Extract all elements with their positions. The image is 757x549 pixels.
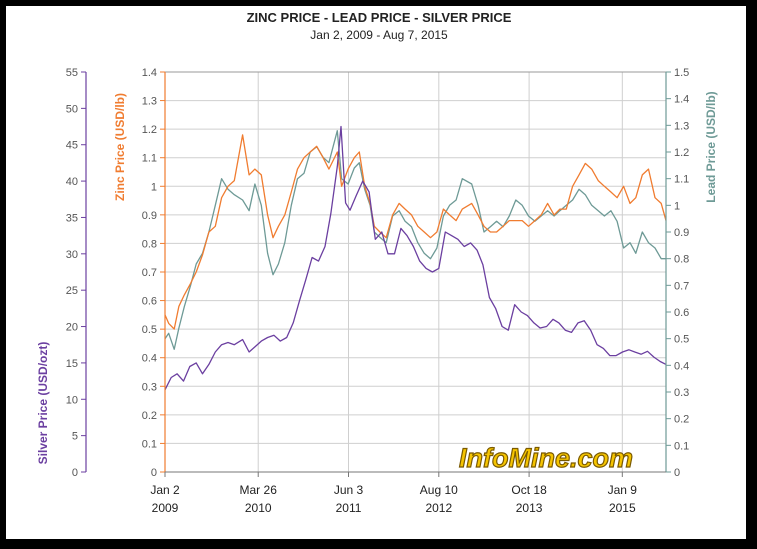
lead-tick-label: 1.2 — [674, 147, 689, 159]
x-tick-year: 2013 — [516, 501, 543, 515]
zinc-tick-label: 1.1 — [142, 153, 157, 165]
silver-tick-label: 45 — [66, 140, 78, 152]
silver-tick-label: 5 — [72, 431, 78, 443]
chart-frame: ZINC PRICE - LEAD PRICE - SILVER PRICE J… — [6, 6, 746, 539]
zinc-tick-label: 1.2 — [142, 124, 157, 136]
zinc-tick-label: 0.2 — [142, 410, 157, 422]
zinc-tick-label: 0.9 — [142, 210, 157, 222]
chart-title: ZINC PRICE - LEAD PRICE - SILVER PRICE — [247, 10, 512, 25]
silver-axis: 0 5 10 15 20 25 30 35 40 45 50 55 — [66, 67, 87, 479]
zinc-tick-label: 0.1 — [142, 438, 157, 450]
infomine-watermark: InfoMine.com — [459, 443, 633, 473]
lead-tick-label: 0.8 — [674, 254, 689, 266]
lead-tick-label: 1.3 — [674, 120, 689, 132]
lead-tick-label: 0.4 — [674, 360, 689, 372]
x-tick-year: 2011 — [336, 501, 362, 515]
lead-tick-label: 0.5 — [674, 334, 689, 346]
zinc-tick-label: 1.3 — [142, 96, 157, 108]
silver-tick-label: 20 — [66, 322, 78, 334]
lead-tick-label: 0.9 — [674, 227, 689, 239]
zinc-tick-label: 0 — [151, 467, 157, 479]
zinc-tick-label: 0.3 — [142, 381, 157, 393]
zinc-tick-label: 0.8 — [142, 238, 157, 250]
x-tick-label: Jun 3 — [334, 483, 364, 497]
x-tick-year: 2012 — [425, 501, 452, 515]
zinc-price-line — [164, 134, 667, 330]
lead-tick-label: 0.1 — [674, 440, 689, 452]
x-axis: Jan 2 2009 Mar 26 2010 Jun 3 2011 Aug 10 2012 Oc… — [150, 471, 666, 515]
chart-subtitle: Jan 2, 2009 - Aug 7, 2015 — [310, 28, 448, 42]
silver-tick-label: 55 — [66, 67, 78, 79]
silver-axis-label: Silver Price (USD/ozt) — [36, 342, 50, 465]
zinc-tick-label: 0.6 — [142, 296, 157, 308]
x-tick-label: Jan 9 — [608, 483, 638, 497]
x-tick-label: Jan 2 — [150, 483, 180, 497]
lead-price-line — [164, 130, 666, 350]
zinc-tick-label: 0.7 — [142, 267, 157, 279]
x-tick-label: Aug 10 — [420, 483, 458, 497]
grid-lines — [164, 71, 666, 473]
silver-tick-label: 40 — [66, 176, 78, 188]
zinc-axis-label: Zinc Price (USD/lb) — [113, 93, 127, 201]
silver-price-line — [164, 125, 667, 391]
x-tick-year: 2015 — [609, 501, 636, 515]
lead-tick-label: 0 — [674, 467, 680, 479]
x-tick-year: 2010 — [245, 501, 272, 515]
lead-tick-label: 0.7 — [674, 280, 689, 292]
zinc-tick-label: 1.4 — [142, 67, 157, 79]
silver-tick-label: 35 — [66, 212, 78, 224]
lead-axis: 0 0.1 0.2 0.3 0.4 0.5 0.6 0.7 0.8 0.9 1 1.1 1.2 1.3 1.… — [665, 67, 689, 479]
silver-tick-label: 50 — [66, 103, 78, 115]
x-tick-year: 2009 — [152, 501, 179, 515]
zinc-tick-label: 0.5 — [142, 324, 157, 336]
lead-tick-label: 1.1 — [674, 174, 689, 186]
x-tick-label: Oct 18 — [511, 483, 547, 497]
series-layer — [164, 125, 667, 391]
lead-tick-label: 1.5 — [674, 67, 689, 79]
zinc-axis: 0 0.1 0.2 0.3 0.4 0.5 0.6 0.7 0.8 0.9 1 1.1 1.2 1.3 1.… — [142, 67, 166, 479]
lead-tick-label: 0.3 — [674, 387, 689, 399]
zinc-tick-label: 0.4 — [142, 353, 157, 365]
lead-tick-label: 0.6 — [674, 307, 689, 319]
lead-axis-label: Lead Price (USD/lb) — [704, 91, 718, 202]
silver-tick-label: 15 — [66, 358, 78, 370]
lead-tick-label: 1 — [674, 200, 680, 212]
silver-tick-label: 30 — [66, 249, 78, 261]
zinc-tick-label: 1 — [151, 181, 157, 193]
silver-tick-label: 0 — [72, 467, 78, 479]
price-chart: ZINC PRICE - LEAD PRICE - SILVER PRICE J… — [36, 10, 718, 515]
silver-tick-label: 25 — [66, 285, 78, 297]
lead-tick-label: 1.4 — [674, 94, 689, 106]
lead-tick-label: 0.2 — [674, 414, 689, 426]
silver-tick-label: 10 — [66, 394, 78, 406]
x-tick-label: Mar 26 — [240, 483, 278, 497]
